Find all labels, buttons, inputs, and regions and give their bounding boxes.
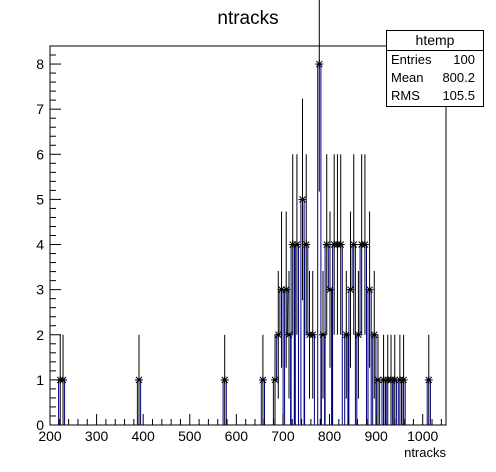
data-point — [322, 154, 331, 335]
histogram-step — [58, 379, 66, 425]
data-point — [336, 154, 345, 335]
stats-rms-value: 105.5 — [442, 88, 475, 103]
data-point — [319, 270, 328, 399]
y-tick-label: 5 — [36, 191, 44, 207]
stats-box: htemp Entries 100 Mean 800.2 RMS 105.5 — [386, 30, 484, 107]
stats-rms-label: RMS — [391, 88, 420, 103]
data-point — [315, 0, 324, 192]
x-tick-label: 800 — [318, 428, 342, 444]
x-axis-ticks: 200 300 400 500 600 700 800 900 1000 — [38, 414, 442, 444]
stats-rms-row: RMS 105.5 — [387, 87, 483, 105]
stats-title: htemp — [387, 31, 483, 51]
stats-mean-row: Mean 800.2 — [387, 69, 483, 87]
data-point — [271, 334, 280, 425]
data-point — [282, 211, 291, 368]
data-point — [220, 334, 229, 425]
y-tick-label: 8 — [36, 56, 44, 72]
stats-entries-label: Entries — [391, 52, 432, 67]
data-point — [346, 211, 355, 368]
data-point — [342, 270, 351, 399]
y-tick-label: 1 — [36, 372, 44, 388]
data-point — [349, 154, 358, 335]
y-tick-label: 2 — [36, 327, 44, 343]
data-point — [59, 334, 68, 425]
stats-mean-value: 800.2 — [442, 70, 475, 85]
data-point — [284, 270, 293, 399]
data-point — [325, 211, 334, 368]
y-axis-ticks: 0 1 2 3 4 5 6 7 8 — [36, 45, 61, 433]
stats-mean-label: Mean — [391, 70, 424, 85]
data-point — [292, 154, 301, 335]
data-point — [258, 334, 267, 425]
stats-entries-value: 100 — [453, 52, 475, 67]
data-point — [298, 98, 307, 301]
x-tick-label: 300 — [85, 428, 109, 444]
data-point — [354, 270, 363, 399]
x-tick-label: 400 — [131, 428, 155, 444]
x-axis-label: ntracks — [404, 445, 446, 460]
x-tick-label: 200 — [38, 428, 62, 444]
data-point — [302, 154, 311, 335]
y-tick-label: 4 — [36, 237, 44, 253]
data-point — [399, 334, 408, 425]
x-tick-label: 500 — [178, 428, 202, 444]
chart-title: ntracks — [217, 8, 278, 29]
x-tick-label: 600 — [225, 428, 249, 444]
data-point — [134, 334, 143, 425]
data-point — [424, 334, 433, 425]
y-tick-label: 3 — [36, 282, 44, 298]
y-tick-label: 0 — [36, 417, 44, 433]
x-tick-label: 700 — [271, 428, 295, 444]
y-tick-label: 6 — [36, 146, 44, 162]
data-point — [365, 211, 374, 368]
x-tick-label: 1000 — [407, 428, 438, 444]
stats-entries-row: Entries 100 — [387, 51, 483, 69]
y-tick-label: 7 — [36, 101, 44, 117]
data-point — [370, 270, 379, 399]
x-tick-label: 900 — [364, 428, 388, 444]
data-point — [360, 154, 369, 335]
data-point — [308, 270, 317, 399]
data-markers — [56, 0, 433, 425]
